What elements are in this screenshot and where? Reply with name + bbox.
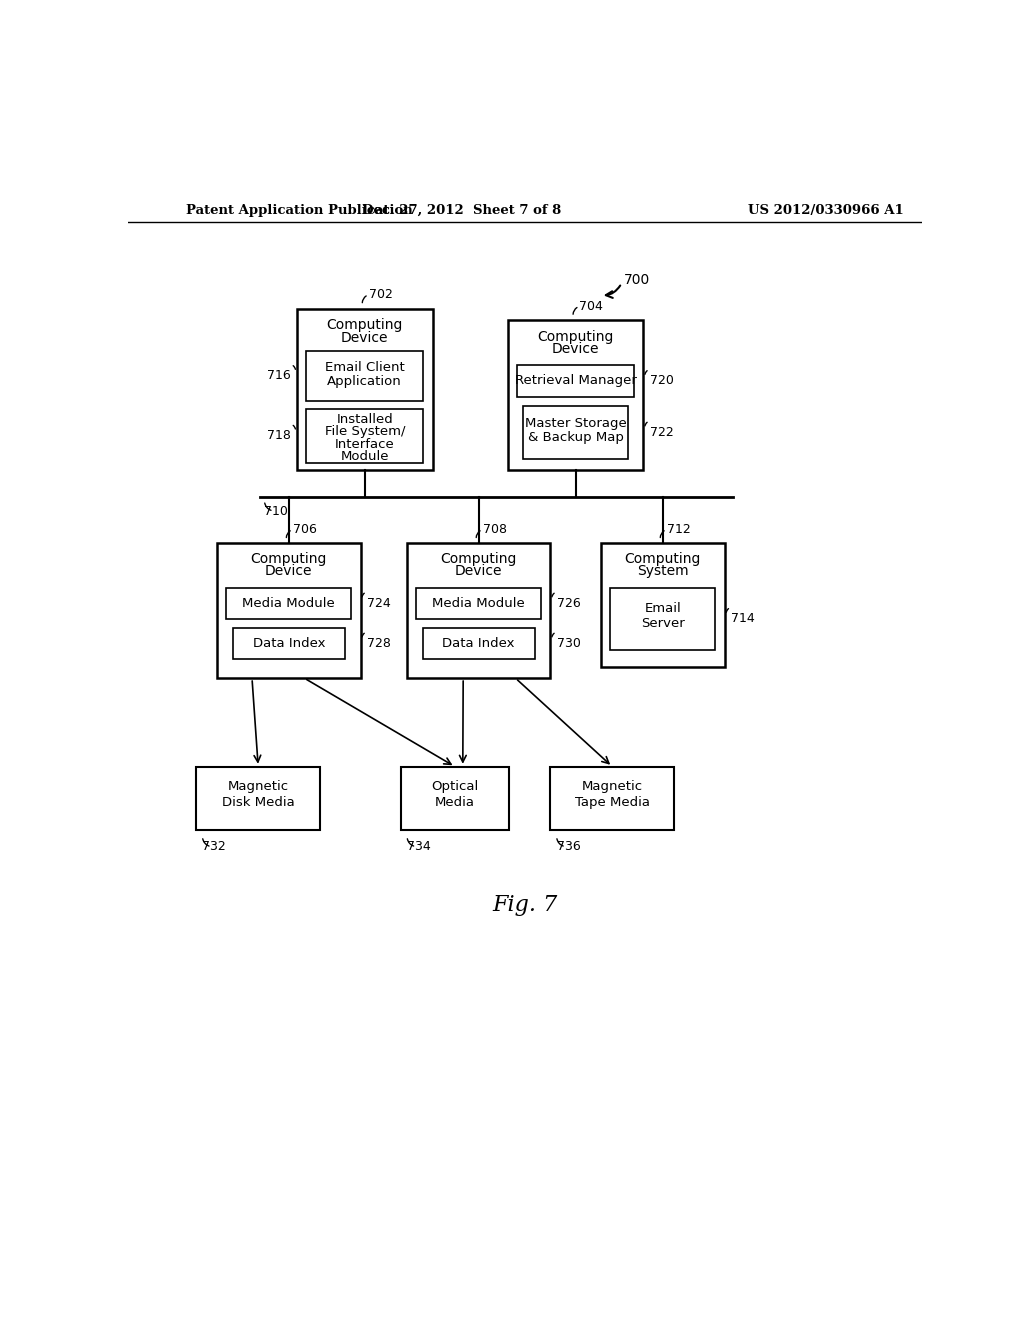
Text: Data Index: Data Index bbox=[442, 638, 515, 649]
Bar bbox=[306, 351, 423, 401]
Text: Device: Device bbox=[341, 331, 388, 345]
Text: Master Storage: Master Storage bbox=[524, 417, 627, 430]
Text: Patent Application Publication: Patent Application Publication bbox=[186, 205, 413, 218]
Text: US 2012/0330966 A1: US 2012/0330966 A1 bbox=[748, 205, 903, 218]
Text: Media Module: Media Module bbox=[432, 597, 525, 610]
Text: 708: 708 bbox=[482, 523, 507, 536]
Text: 712: 712 bbox=[667, 523, 690, 536]
Text: 706: 706 bbox=[293, 523, 316, 536]
Bar bbox=[601, 544, 725, 667]
Text: 710: 710 bbox=[263, 504, 288, 517]
Bar bbox=[217, 544, 360, 678]
Text: Fig. 7: Fig. 7 bbox=[493, 895, 557, 916]
Text: 702: 702 bbox=[369, 288, 392, 301]
Text: Magnetic: Magnetic bbox=[227, 780, 289, 793]
Text: 728: 728 bbox=[367, 638, 390, 649]
Text: 726: 726 bbox=[557, 597, 581, 610]
Bar bbox=[306, 409, 423, 462]
Bar bbox=[226, 589, 351, 619]
Bar bbox=[232, 628, 345, 659]
Text: Module: Module bbox=[341, 450, 389, 463]
Text: File System/: File System/ bbox=[325, 425, 406, 438]
Bar bbox=[197, 767, 321, 830]
Text: Computing: Computing bbox=[440, 552, 517, 566]
Text: System: System bbox=[637, 564, 688, 578]
Text: Optical: Optical bbox=[431, 780, 478, 793]
Text: 704: 704 bbox=[580, 300, 603, 313]
Bar bbox=[423, 628, 535, 659]
Text: 734: 734 bbox=[407, 841, 431, 853]
Text: Device: Device bbox=[552, 342, 599, 356]
Text: 720: 720 bbox=[649, 375, 674, 388]
Text: Computing: Computing bbox=[251, 552, 327, 566]
Text: Retrieval Manager: Retrieval Manager bbox=[515, 375, 637, 388]
Bar bbox=[417, 589, 541, 619]
Text: Disk Media: Disk Media bbox=[222, 796, 295, 809]
Text: Email: Email bbox=[644, 602, 681, 615]
Text: Media: Media bbox=[435, 796, 475, 809]
Text: Tape Media: Tape Media bbox=[574, 796, 650, 809]
Bar bbox=[297, 309, 432, 470]
Text: Installed: Installed bbox=[337, 413, 393, 426]
Text: Interface: Interface bbox=[335, 437, 394, 450]
Bar bbox=[508, 321, 643, 470]
Text: Email Client: Email Client bbox=[325, 362, 404, 375]
Text: 730: 730 bbox=[557, 638, 581, 649]
Text: 736: 736 bbox=[557, 841, 581, 853]
Text: Dec. 27, 2012  Sheet 7 of 8: Dec. 27, 2012 Sheet 7 of 8 bbox=[361, 205, 561, 218]
Bar bbox=[550, 767, 675, 830]
Text: & Backup Map: & Backup Map bbox=[527, 430, 624, 444]
Text: 714: 714 bbox=[731, 612, 755, 626]
Text: 722: 722 bbox=[649, 426, 674, 440]
Text: Magnetic: Magnetic bbox=[582, 780, 643, 793]
Bar bbox=[610, 589, 716, 649]
Bar bbox=[523, 407, 628, 459]
Text: Computing: Computing bbox=[327, 318, 403, 333]
Text: 718: 718 bbox=[267, 429, 291, 442]
Text: 716: 716 bbox=[267, 370, 291, 383]
Text: Server: Server bbox=[641, 616, 685, 630]
Text: Application: Application bbox=[328, 375, 402, 388]
Text: 724: 724 bbox=[367, 597, 390, 610]
Text: 732: 732 bbox=[203, 841, 226, 853]
Text: Device: Device bbox=[265, 564, 312, 578]
Bar bbox=[517, 364, 634, 397]
Text: Computing: Computing bbox=[538, 330, 613, 345]
Text: Device: Device bbox=[455, 564, 503, 578]
Bar bbox=[407, 544, 550, 678]
Text: 700: 700 bbox=[624, 273, 650, 286]
Bar bbox=[400, 767, 509, 830]
Text: Media Module: Media Module bbox=[243, 597, 335, 610]
Text: Computing: Computing bbox=[625, 552, 701, 566]
Text: Data Index: Data Index bbox=[253, 638, 325, 649]
